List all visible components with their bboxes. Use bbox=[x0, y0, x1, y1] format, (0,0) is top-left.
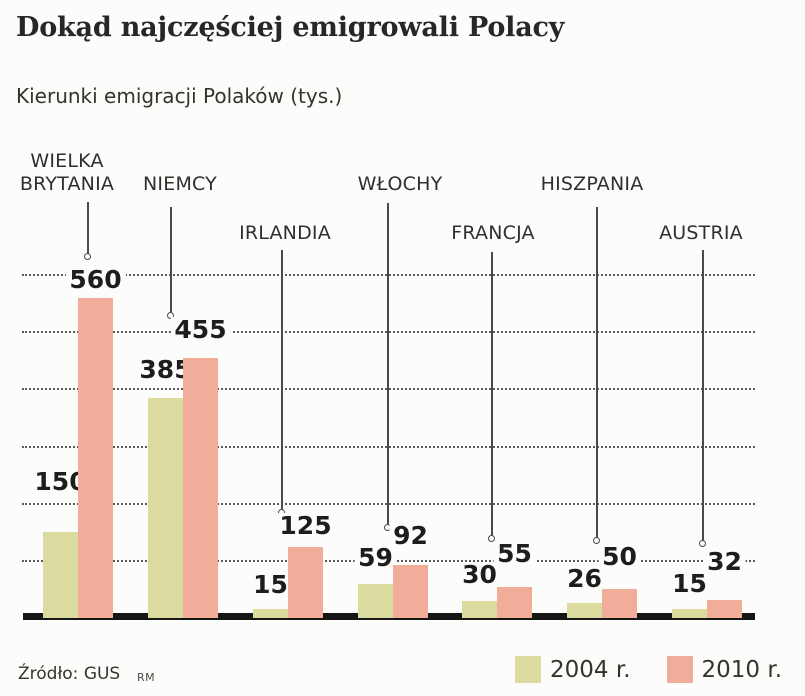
legend-label-2010: 2010 r. bbox=[701, 656, 783, 683]
bar-wielka-brytania-2010 bbox=[78, 298, 113, 618]
category-label-irlandia: IRLANDIA bbox=[239, 222, 331, 244]
bar-w-ochy-2004 bbox=[358, 584, 393, 618]
leader-dot-austria bbox=[699, 540, 706, 547]
category-label-w-ochy: WŁOCHY bbox=[357, 173, 443, 195]
bar-wielka-brytania-2004 bbox=[43, 532, 78, 618]
value-label-hiszpania-2010: 50 bbox=[598, 544, 641, 571]
value-label-irlandia-2010: 125 bbox=[275, 512, 336, 539]
value-label-w-ochy-2010: 92 bbox=[389, 523, 432, 550]
category-label-austria: AUSTRIA bbox=[659, 222, 743, 244]
value-label-w-ochy-2004: 59 bbox=[354, 545, 397, 572]
leader-line-w-ochy bbox=[387, 203, 389, 527]
legend-item-2010: 2010 r. bbox=[666, 656, 783, 683]
leader-line-austria bbox=[702, 250, 704, 543]
leader-line-hiszpania bbox=[596, 207, 598, 540]
leader-dot-hiszpania bbox=[593, 537, 600, 544]
category-label-francja: FRANCJA bbox=[451, 222, 535, 244]
category-label-niemcy: NIEMCY bbox=[143, 173, 217, 195]
value-label-austria-2010: 32 bbox=[703, 548, 746, 575]
page-subtitle: Kierunki emigracji Polaków (tys.) bbox=[16, 84, 343, 108]
value-label-francja-2010: 55 bbox=[493, 540, 536, 567]
value-label-hiszpania-2004: 26 bbox=[563, 566, 606, 593]
bar-irlandia-2004 bbox=[253, 609, 288, 618]
bar-austria-2010 bbox=[707, 599, 742, 618]
value-label-irlandia-2004: 15 bbox=[249, 572, 292, 599]
source-credit: RM bbox=[137, 671, 156, 684]
legend-swatch-2004 bbox=[515, 656, 541, 683]
category-label-hiszpania: HISZPANIA bbox=[540, 173, 644, 195]
value-label-austria-2004: 15 bbox=[668, 571, 711, 598]
bar-francja-2010 bbox=[497, 586, 532, 618]
legend-swatch-2010 bbox=[666, 656, 693, 683]
legend-label-2004: 2004 r. bbox=[550, 656, 631, 683]
leader-line-niemcy bbox=[170, 207, 172, 315]
value-label-wielka-brytania-2010: 560 bbox=[65, 267, 126, 294]
bar-austria-2004 bbox=[672, 609, 707, 618]
legend-item-2004: 2004 r. bbox=[515, 656, 631, 683]
bar-niemcy-2004 bbox=[148, 398, 183, 618]
leader-dot-francja bbox=[488, 535, 495, 542]
page-title: Dokąd najczęściej emigrowali Polacy bbox=[16, 12, 565, 43]
bar-francja-2004 bbox=[462, 600, 497, 618]
category-label-wielka-brytania: WIELKA BRYTANIA bbox=[19, 150, 115, 195]
leader-dot-wielka-brytania bbox=[84, 253, 91, 260]
leader-line-irlandia bbox=[281, 250, 283, 512]
chart-legend: 2004 r. 2010 r. bbox=[515, 656, 782, 683]
bar-irlandia-2010 bbox=[288, 546, 323, 618]
bar-hiszpania-2010 bbox=[602, 589, 637, 618]
leader-line-francja bbox=[491, 252, 493, 538]
bar-hiszpania-2004 bbox=[567, 603, 602, 618]
value-label-niemcy-2010: 455 bbox=[170, 317, 231, 343]
bar-w-ochy-2010 bbox=[393, 565, 428, 618]
source-label: Źródło: GUS bbox=[18, 664, 121, 684]
bar-niemcy-2010 bbox=[183, 358, 218, 618]
leader-line-wielka-brytania bbox=[87, 202, 89, 256]
